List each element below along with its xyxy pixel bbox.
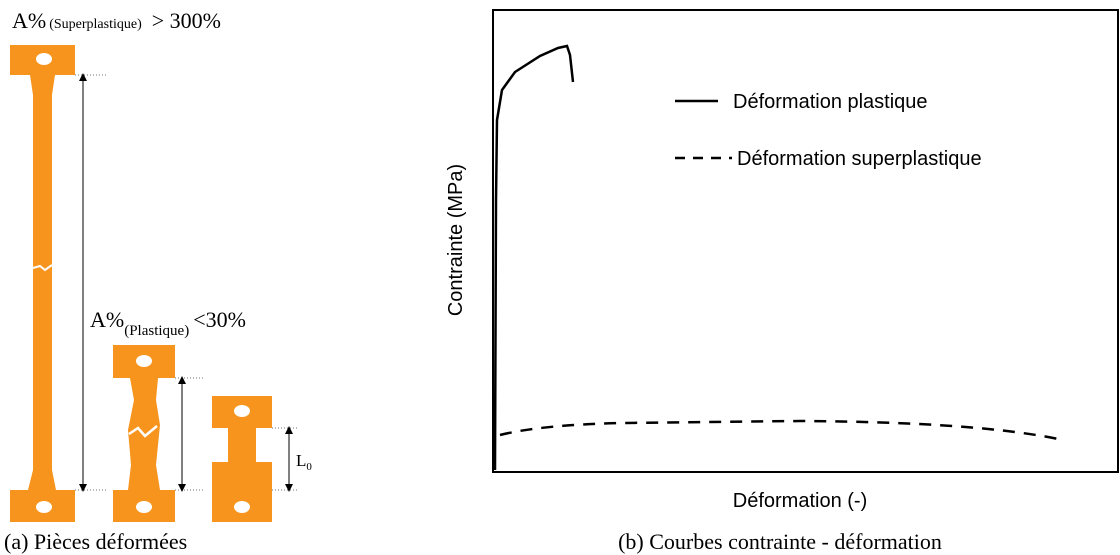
specimen-plastic [113, 345, 175, 522]
legend-label: Déformation superplastique [737, 148, 982, 170]
plastic-label: A%(Plastique) <30% [90, 307, 246, 339]
curve-plastic [493, 44, 575, 471]
x-axis-label: Déformation (-) [733, 490, 867, 512]
y-axis-label: Contrainte (MPa) [445, 164, 467, 316]
curve-superplastic [499, 419, 1064, 442]
caption-a: (a) Pièces déformées [4, 529, 187, 554]
specimen-initial [212, 396, 272, 522]
superplastic-label: A% (Superplastique) > 300% [12, 8, 221, 33]
legend-label: Déformation plastique [733, 91, 928, 113]
caption-b: (b) Courbes contrainte - déformation [618, 529, 942, 554]
plot-frame [492, 9, 1119, 473]
gauge-label: L0 [296, 451, 312, 473]
specimen-superplastic [10, 45, 75, 522]
